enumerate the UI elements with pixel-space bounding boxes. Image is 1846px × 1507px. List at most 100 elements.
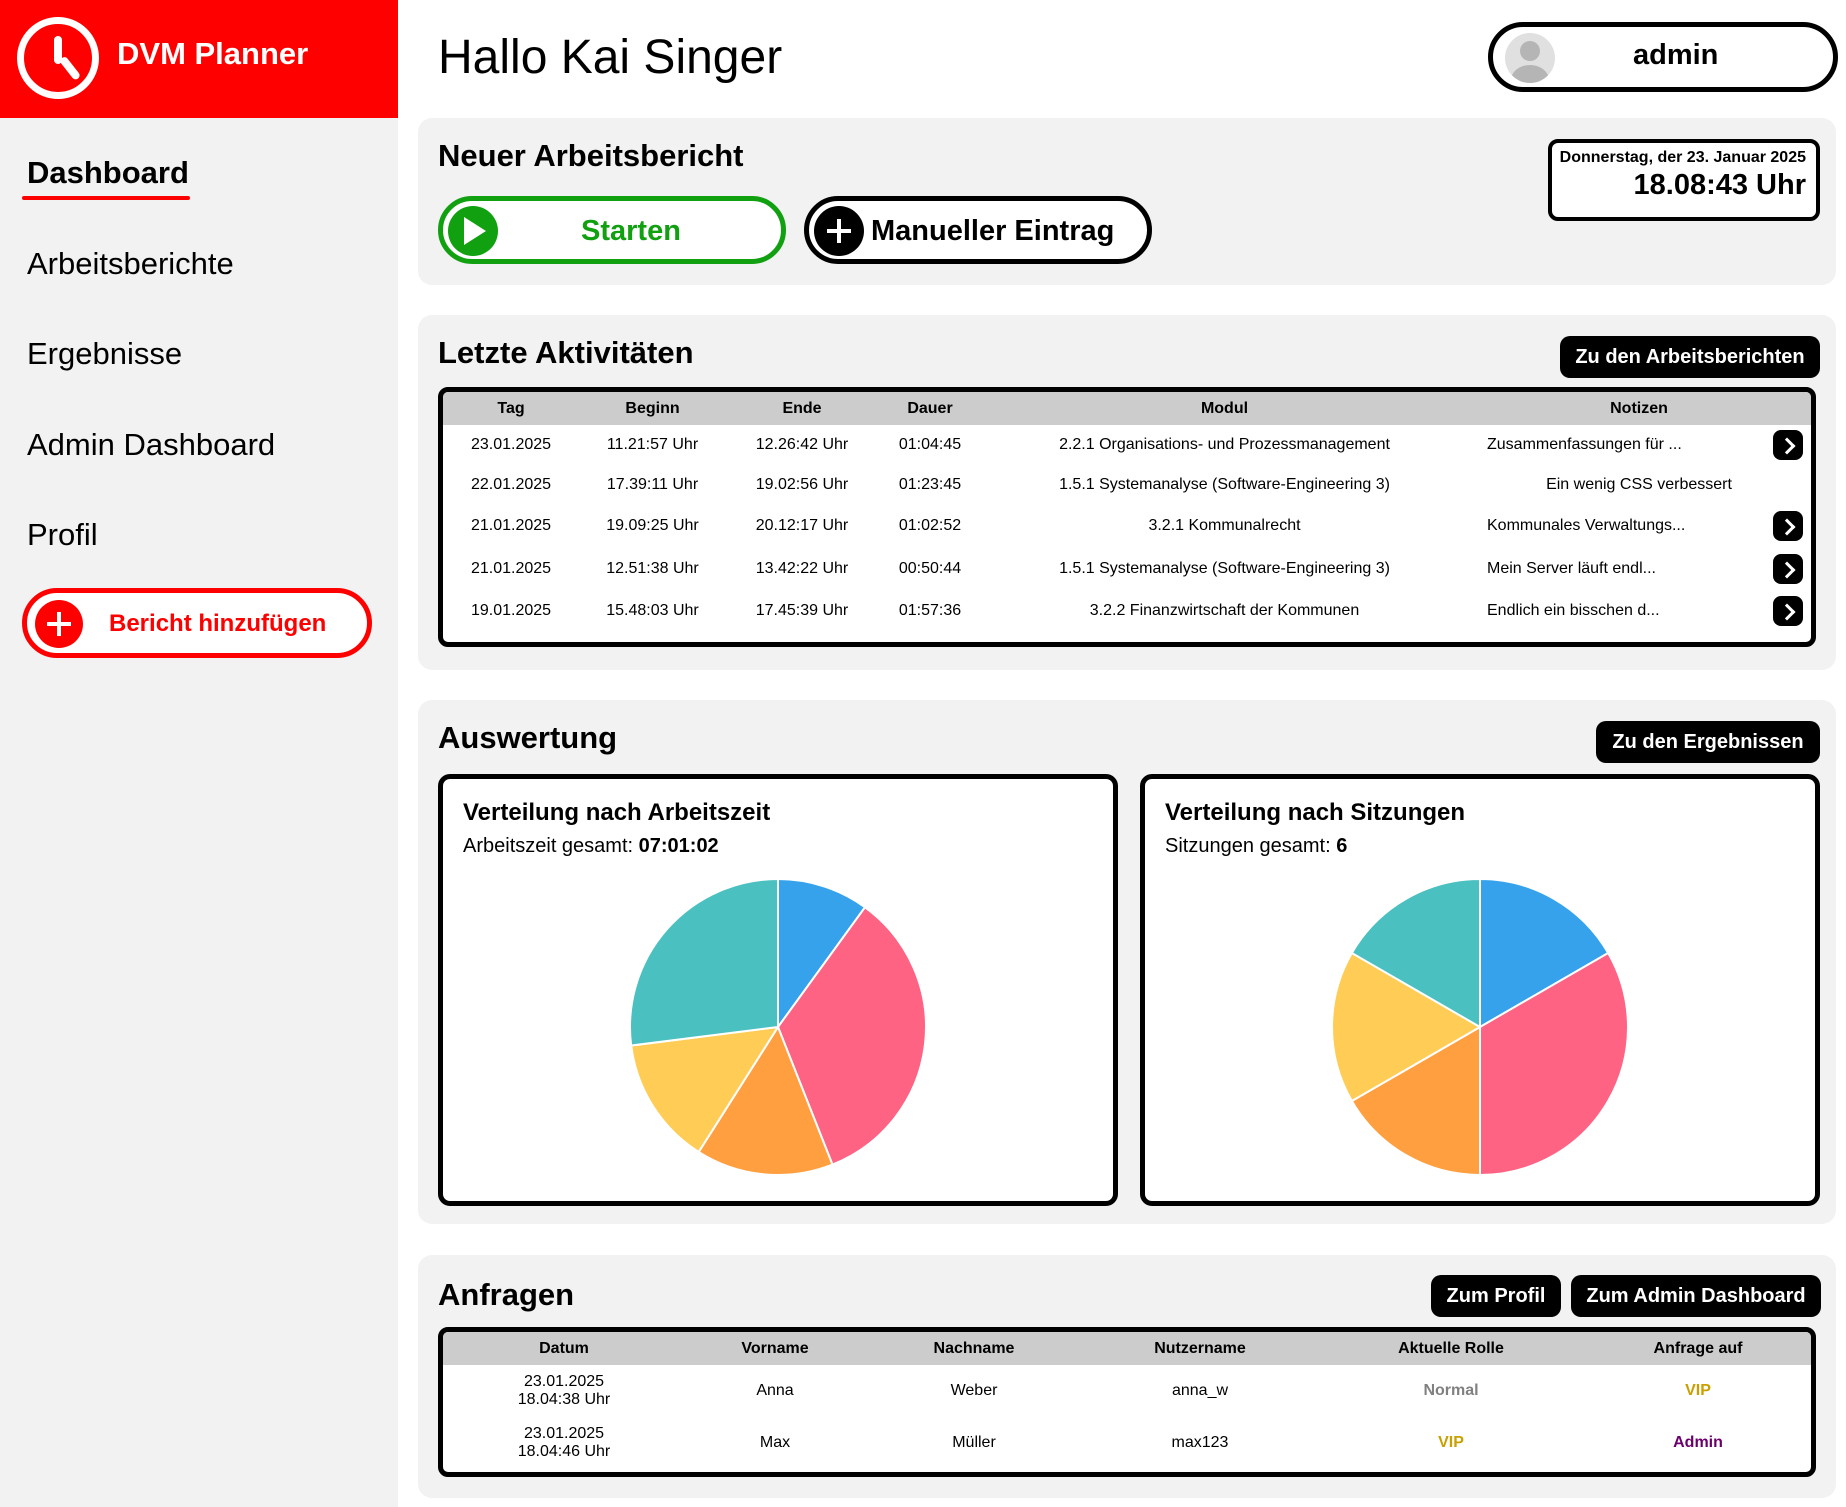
brand-name: DVM Planner	[117, 36, 309, 71]
active-nav-underline	[22, 196, 190, 200]
table-header: Datum Vorname Nachname Nutzername Aktuel…	[443, 1332, 1811, 1365]
current-date: Donnerstag, der 23. Januar 2025	[1559, 149, 1806, 166]
request-date: 23.01.2025	[523, 1373, 605, 1390]
table-row: 21.01.2025 19.09:25 Uhr 20.12:17 Uhr 01:02:…	[443, 505, 1811, 547]
activities-table: Tag Beginn Ende Dauer Modul Notizen 23.0…	[438, 387, 1816, 647]
cell-beginn: 17.39:11 Uhr	[606, 476, 699, 493]
col-anfrage-auf: Anfrage auf	[1585, 1332, 1811, 1365]
col-nachname: Nachname	[865, 1332, 1083, 1365]
cell-modul: 2.2.1 Organisations- und Prozessmanageme…	[1059, 436, 1390, 453]
request-time: 18.04:38 Uhr	[517, 1391, 611, 1408]
time-pie-slice-4[interactable]	[629, 877, 779, 1047]
table-row: 23.01.2025 18.04:46 Uhr Max Müller max123 VIP…	[443, 1417, 1811, 1469]
cell-dauer: 01:23:45	[898, 476, 962, 493]
start-label: Starten	[581, 215, 681, 247]
brand-header[interactable]: DVM Planner	[0, 0, 398, 118]
to-results-button[interactable]: Zu den Ergebnissen	[1596, 721, 1820, 763]
requests-title: Anfragen	[438, 1277, 575, 1312]
evaluation-title: Auswertung	[438, 720, 618, 755]
cell-tag: 22.01.2025	[470, 476, 552, 493]
cell-tag: 23.01.2025	[470, 436, 552, 453]
cell-modul: 3.2.1 Kommunalrecht	[1148, 517, 1301, 534]
to-admin-dashboard-button[interactable]: Zum Admin Dashboard	[1571, 1275, 1821, 1317]
cell-dauer: 00:50:44	[898, 560, 962, 577]
to-profile-button[interactable]: Zum Profil	[1431, 1275, 1561, 1317]
evaluation-card: Auswertung Zu den Ergebnissen Verteilung…	[418, 700, 1836, 1224]
cell-requested-role: Admin	[1673, 1434, 1723, 1451]
sidebar-item-results[interactable]: Ergebnisse	[27, 336, 183, 371]
cell-first: Max	[759, 1434, 791, 1451]
col-ende: Ende	[726, 392, 878, 425]
clock-logo-icon	[17, 17, 99, 99]
session-total-value: 6	[1336, 835, 1348, 857]
cell-user: max123	[1171, 1434, 1229, 1451]
time-chart-panel: Verteilung nach Arbeitszeit Arbeitszeit …	[438, 774, 1118, 1206]
cell-datum: 23.01.2025 18.04:38 Uhr	[443, 1365, 685, 1417]
play-icon	[448, 206, 498, 256]
start-button[interactable]: Starten	[438, 196, 786, 264]
plus-icon	[814, 206, 864, 256]
cell-beginn: 15.48:03 Uhr	[606, 602, 699, 619]
col-nutzername: Nutzername	[1083, 1332, 1317, 1365]
time-pie-slice-2[interactable]	[697, 1024, 834, 1176]
open-report-arrow-icon[interactable]	[1773, 430, 1803, 460]
open-report-arrow-icon[interactable]	[1773, 596, 1803, 626]
cell-current-role: Normal	[1423, 1382, 1479, 1399]
table-row: 19.01.2025 15.48:03 Uhr 17.45:39 Uhr 01:57:…	[443, 591, 1811, 631]
requests-table: Datum Vorname Nachname Nutzername Aktuel…	[438, 1327, 1816, 1477]
request-date: 23.01.2025	[523, 1425, 605, 1442]
cell-tag: 19.01.2025	[470, 602, 552, 619]
col-datum: Datum	[443, 1332, 685, 1365]
cell-beginn: 19.09:25 Uhr	[606, 517, 699, 534]
time-pie-slice-1[interactable]	[776, 905, 927, 1166]
cell-modul: 1.5.1 Systemanalyse (Software-Engineerin…	[1059, 560, 1390, 577]
open-report-arrow-icon[interactable]	[1773, 511, 1803, 541]
user-name: admin	[1633, 39, 1719, 71]
sidebar-item-dashboard[interactable]: Dashboard	[27, 155, 189, 190]
session-pie-slice-3[interactable]	[1331, 951, 1483, 1103]
cell-beginn: 12.51:38 Uhr	[606, 560, 699, 577]
avatar-icon	[1505, 33, 1555, 83]
sidebar-item-reports[interactable]: Arbeitsberichte	[27, 246, 234, 281]
page-title: Hallo Kai Singer	[438, 31, 783, 84]
activities-title: Letzte Aktivitäten	[438, 335, 694, 370]
cell-last: Müller	[952, 1434, 996, 1451]
manual-entry-button[interactable]: Manueller Eintrag	[804, 196, 1152, 264]
time-pie-slice-0[interactable]	[777, 877, 867, 1031]
session-pie-slice-4[interactable]	[1350, 877, 1481, 1029]
to-reports-button[interactable]: Zu den Arbeitsberichten	[1560, 336, 1820, 378]
notes-text: Mein Server läuft endl...	[1487, 560, 1656, 577]
time-total-label: Arbeitszeit gesamt:	[463, 835, 639, 857]
notes-text: Endlich ein bisschen d...	[1487, 602, 1660, 619]
table-row: 21.01.2025 12.51:38 Uhr 13.42:22 Uhr 00:50:…	[443, 547, 1811, 591]
notes-text: Kommunales Verwaltungs...	[1487, 517, 1686, 534]
session-pie-slice-0[interactable]	[1479, 877, 1610, 1029]
cell-dauer: 01:57:36	[898, 602, 962, 619]
cell-ende: 20.12:17 Uhr	[755, 517, 849, 534]
plus-icon	[35, 600, 83, 648]
cell-ende: 19.02:56 Uhr	[755, 476, 849, 493]
cell-notizen: Endlich ein bisschen d...	[1467, 591, 1811, 631]
cell-modul: 3.2.2 Finanzwirtschaft der Kommunen	[1089, 602, 1360, 619]
cell-user: anna_w	[1171, 1382, 1229, 1399]
cell-notizen: Zusammenfassungen für ...	[1467, 425, 1811, 465]
cell-ende: 12.26:42 Uhr	[755, 436, 849, 453]
cell-ende: 17.45:39 Uhr	[755, 602, 849, 619]
session-pie-slice-1[interactable]	[1479, 951, 1629, 1177]
session-pie-slice-2[interactable]	[1350, 1025, 1481, 1177]
request-time: 18.04:46 Uhr	[517, 1443, 611, 1460]
table-row: 22.01.2025 17.39:11 Uhr 19.02:56 Uhr 01:23:…	[443, 465, 1811, 505]
session-total-label: Sitzungen gesamt:	[1165, 835, 1337, 857]
time-chart-title: Verteilung nach Arbeitszeit	[463, 799, 771, 826]
col-modul: Modul	[982, 392, 1467, 425]
session-chart-total: Sitzungen gesamt: 6	[1165, 835, 1347, 858]
col-aktuelle-rolle: Aktuelle Rolle	[1317, 1332, 1585, 1365]
add-report-button[interactable]: Bericht hinzufügen	[22, 588, 372, 658]
open-report-arrow-icon[interactable]	[1773, 554, 1803, 584]
time-pie-slice-3[interactable]	[630, 1025, 780, 1154]
cell-dauer: 01:04:45	[898, 436, 962, 453]
sidebar-item-profile[interactable]: Profil	[27, 517, 98, 552]
user-menu-button[interactable]: admin	[1488, 22, 1838, 92]
manual-entry-label: Manueller Eintrag	[871, 215, 1115, 247]
sidebar-item-admin[interactable]: Admin Dashboard	[27, 427, 276, 462]
